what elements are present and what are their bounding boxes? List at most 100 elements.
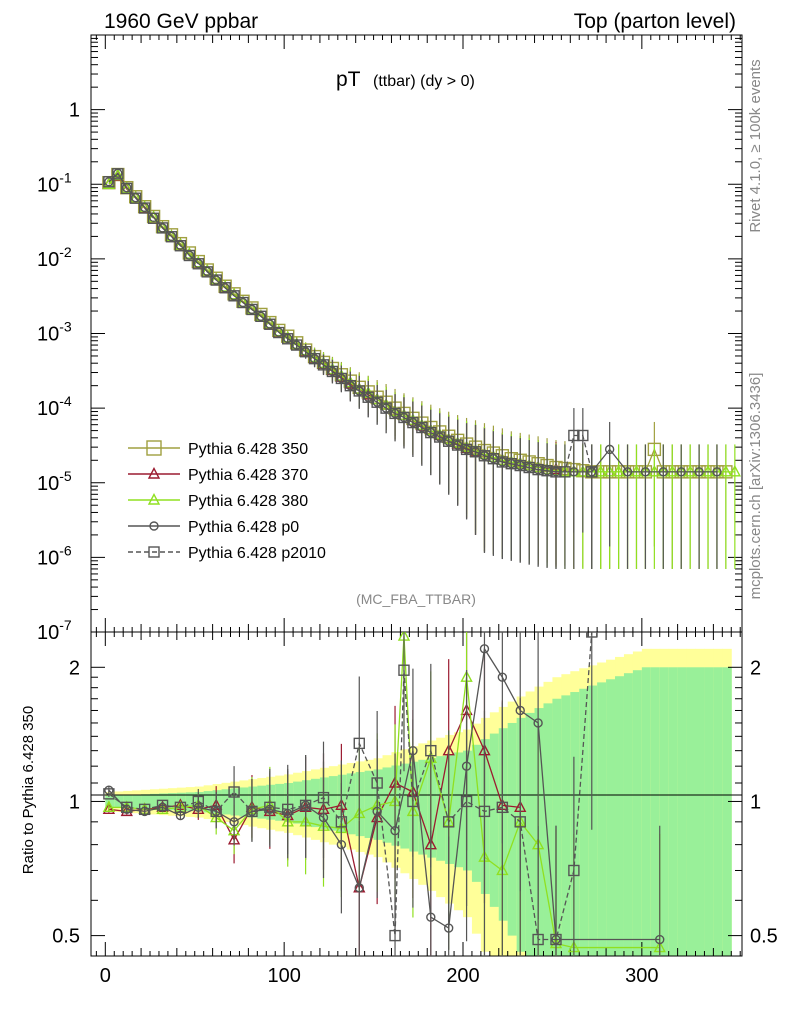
x-tick-label: 300 — [625, 965, 658, 987]
ratio-data-point — [156, 799, 169, 812]
ratio-data-point — [317, 791, 330, 804]
legend-marker — [149, 521, 159, 531]
data-point — [183, 249, 196, 262]
green-band-segment — [704, 667, 714, 956]
ratio-data-point — [586, 632, 598, 638]
data-point — [586, 466, 598, 478]
data-point — [211, 275, 221, 285]
green-band-segment — [507, 722, 518, 936]
data-point — [487, 453, 500, 465]
data-point — [658, 467, 669, 477]
ratio-y-tick-labels: 0.5 0.5 1 1 2 2 — [52, 657, 778, 947]
green-band-segment — [141, 794, 151, 809]
data-point — [184, 250, 195, 260]
data-point — [728, 464, 742, 477]
data-point — [577, 429, 589, 442]
ratio-data-point — [479, 644, 490, 654]
green-band-segment — [257, 785, 267, 819]
y-tick-label: 10-7 — [37, 617, 72, 644]
ratio-data-point — [425, 744, 437, 757]
data-point — [478, 450, 491, 462]
legend-label: Pythia 6.428 370 — [188, 467, 308, 484]
green-band-segment — [293, 781, 303, 824]
data-point — [630, 464, 643, 477]
ratio-data-point — [299, 799, 312, 812]
ratio-data-point — [371, 777, 383, 789]
y-tick-label: 10-6 — [37, 542, 72, 569]
legend-item-pythia-6-428-p2010: Pythia 6.428 p2010 — [128, 545, 326, 562]
data-point — [640, 467, 651, 477]
green-band-segment — [203, 791, 214, 813]
main-plot-panel: pT (ttbar) (dy > 0) (MC_FBA_TTBAR) 10-71… — [37, 34, 743, 644]
data-point — [290, 339, 303, 351]
green-band-segment — [284, 783, 294, 822]
ratio-y-tick-label: 0.5 — [52, 926, 80, 948]
data-point — [102, 177, 116, 189]
green-band-segment — [158, 793, 169, 810]
ratio-data-point — [389, 929, 401, 942]
ratio-data-point — [229, 817, 239, 827]
ratio-data-point — [460, 795, 473, 808]
x-tick-labels: 0 100 200 300 — [100, 965, 659, 987]
ratio-uncertainty-bands — [105, 648, 732, 956]
ratio-data-point — [398, 664, 410, 676]
data-point — [174, 240, 187, 252]
data-point — [104, 177, 114, 187]
data-point — [523, 461, 535, 474]
green-band-segment — [561, 695, 571, 956]
green-band-segment — [248, 786, 258, 818]
data-point — [505, 458, 517, 470]
green-band-segment — [167, 793, 178, 811]
y-tick-label: 10-1 — [37, 169, 72, 196]
green-band-segment — [552, 698, 562, 956]
green-band-segment — [328, 776, 339, 831]
plot-title-main: pT — [336, 68, 361, 91]
data-point — [676, 467, 686, 477]
ratio-data-point — [246, 805, 258, 818]
data-point — [103, 176, 115, 188]
green-band-segment — [534, 708, 544, 956]
green-band-segment — [355, 772, 366, 837]
ratio-data-point — [514, 816, 526, 828]
ratio-data-point — [354, 883, 364, 893]
y-tick-label: 10-5 — [37, 468, 72, 495]
header-right-title: Top (parton level) — [574, 10, 736, 33]
rivet-version-label: Rivet 4.1.0, ≥ 100k events — [747, 59, 764, 232]
ratio-data-point — [264, 801, 276, 814]
analysis-label: (MC_FBA_TTBAR) — [356, 591, 476, 607]
data-point — [469, 446, 482, 458]
data-point — [165, 231, 178, 243]
ratio-plot-panel: 0.5 0.5 1 1 2 2 0 100 200 300 Ratio to Pythia 6.… — [20, 631, 778, 987]
x-tick-label: 0 — [100, 965, 111, 987]
data-point — [568, 429, 580, 442]
main-plot-ticks — [91, 35, 742, 633]
green-band-segment — [632, 670, 643, 956]
data-point — [237, 296, 249, 309]
mcplots-source-label: mcplots.cern.ch [arXiv:1306.3436] — [747, 373, 764, 600]
ratio-series-line — [108, 632, 593, 941]
data-point — [219, 282, 231, 294]
green-band-segment — [132, 794, 142, 809]
ratio-data-point — [228, 786, 240, 798]
data-point — [299, 346, 312, 358]
data-point — [460, 443, 473, 456]
data-point — [282, 333, 294, 345]
green-band-segment — [346, 773, 357, 835]
x-tick-label: 100 — [267, 965, 300, 987]
green-band-segment — [722, 667, 732, 956]
green-band-segment — [427, 757, 437, 858]
series-pythia-6-428-p2010 — [103, 168, 598, 569]
data-point — [371, 396, 383, 408]
data-point — [228, 290, 240, 302]
legend-item-pythia-6-428-370: Pythia 6.428 370 — [128, 466, 308, 484]
green-band-segment — [543, 703, 553, 956]
data-point — [335, 372, 348, 385]
green-band-segment — [498, 728, 509, 921]
ratio-data-point — [478, 805, 491, 818]
main-y-tick-labels: 10-7 10-6 10-5 10-4 10-3 10-2 10-1 1 — [37, 100, 80, 644]
green-band-segment — [185, 792, 196, 811]
ratio-data-point — [102, 800, 116, 813]
data-point — [326, 365, 339, 378]
ratio-data-point — [496, 801, 509, 814]
data-point — [120, 181, 133, 194]
